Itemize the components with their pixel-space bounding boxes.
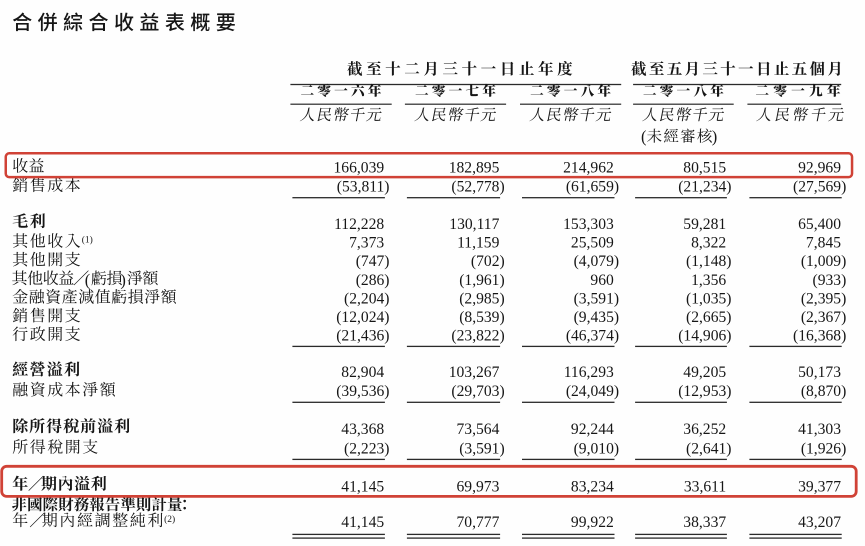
svg-text:(16,368): (16,368) <box>793 328 846 345</box>
svg-text:(1): (1) <box>82 235 93 246</box>
svg-text:80,515: 80,515 <box>683 159 726 176</box>
svg-text:36,252: 36,252 <box>683 421 726 438</box>
svg-text:(2): (2) <box>164 514 175 525</box>
svg-text:59,281: 59,281 <box>683 216 726 233</box>
svg-text:39,377: 39,377 <box>798 478 841 495</box>
svg-text:(1,961): (1,961) <box>459 272 504 289</box>
svg-text:(12,953): (12,953) <box>678 383 731 400</box>
svg-text:(14,906): (14,906) <box>678 328 731 345</box>
svg-text:65,400: 65,400 <box>798 216 841 233</box>
svg-text:41,145: 41,145 <box>341 478 384 495</box>
svg-text:103,267: 103,267 <box>449 364 500 381</box>
svg-text:73,564: 73,564 <box>457 421 500 438</box>
svg-text:70,777: 70,777 <box>457 514 500 531</box>
svg-text:(9,435): (9,435) <box>574 309 619 326</box>
svg-text:(46,374): (46,374) <box>566 328 619 345</box>
svg-text:33,611: 33,611 <box>684 478 726 495</box>
svg-text:(21,436): (21,436) <box>336 328 389 345</box>
svg-text:): ) <box>712 127 718 146</box>
svg-text:960: 960 <box>590 272 614 289</box>
svg-text:(2,665): (2,665) <box>686 309 731 326</box>
svg-text:38,337: 38,337 <box>683 514 726 531</box>
svg-text:(52,778): (52,778) <box>451 179 504 196</box>
svg-text:(286): (286) <box>356 272 390 289</box>
svg-text:92,969: 92,969 <box>798 159 841 176</box>
svg-text:7,373: 7,373 <box>349 235 384 252</box>
svg-text:(24,049): (24,049) <box>566 383 619 400</box>
svg-text:214,962: 214,962 <box>563 159 614 176</box>
svg-text:99,922: 99,922 <box>571 514 614 531</box>
svg-text:(9,010): (9,010) <box>574 441 619 458</box>
svg-text:7,845: 7,845 <box>806 235 841 252</box>
svg-text:(2,367): (2,367) <box>801 309 846 326</box>
svg-text:(53,811): (53,811) <box>337 179 390 196</box>
svg-text:92,244: 92,244 <box>571 421 614 438</box>
svg-text:83,234: 83,234 <box>571 478 614 495</box>
svg-text:(702): (702) <box>471 253 505 270</box>
svg-text:(39,536): (39,536) <box>336 383 389 400</box>
svg-text:1,356: 1,356 <box>691 272 726 289</box>
svg-text:25,509: 25,509 <box>571 235 614 252</box>
svg-text:): ) <box>120 270 126 289</box>
svg-text:11,159: 11,159 <box>457 235 500 252</box>
svg-text:182,895: 182,895 <box>449 159 500 176</box>
svg-text:41,145: 41,145 <box>341 514 384 531</box>
svg-text:(2,985): (2,985) <box>459 290 504 307</box>
svg-text:(1,035): (1,035) <box>686 290 731 307</box>
svg-text:(747): (747) <box>356 253 390 270</box>
svg-text:(2,204): (2,204) <box>344 290 389 307</box>
svg-text:(21,234): (21,234) <box>678 179 731 196</box>
svg-text:(1,926): (1,926) <box>801 441 846 458</box>
svg-text:(4,079): (4,079) <box>574 253 619 270</box>
svg-text:(1,148): (1,148) <box>686 253 731 270</box>
svg-text:8,322: 8,322 <box>691 235 726 252</box>
svg-text:(2,223): (2,223) <box>344 441 389 458</box>
svg-text:49,205: 49,205 <box>683 364 726 381</box>
svg-text:41,303: 41,303 <box>798 421 841 438</box>
svg-text:69,973: 69,973 <box>457 478 500 495</box>
svg-text:153,303: 153,303 <box>563 216 614 233</box>
svg-text:(27,569): (27,569) <box>793 179 846 196</box>
svg-text:(23,822): (23,822) <box>451 328 504 345</box>
svg-text:(2,395): (2,395) <box>801 290 846 307</box>
svg-text:43,207: 43,207 <box>798 514 841 531</box>
svg-text:(3,591): (3,591) <box>574 290 619 307</box>
svg-text:50,173: 50,173 <box>798 364 841 381</box>
svg-text:(29,703): (29,703) <box>451 383 504 400</box>
svg-text:(933): (933) <box>813 272 847 289</box>
svg-text:(3,591): (3,591) <box>459 441 504 458</box>
svg-text:(8,870): (8,870) <box>801 383 846 400</box>
svg-text:112,228: 112,228 <box>334 216 384 233</box>
svg-text:43,368: 43,368 <box>341 421 384 438</box>
svg-text:(2,641): (2,641) <box>686 441 731 458</box>
svg-text:(1,009): (1,009) <box>801 253 846 270</box>
svg-text:(61,659): (61,659) <box>566 179 619 196</box>
svg-text:166,039: 166,039 <box>334 159 385 176</box>
svg-text:(: ( <box>85 270 91 289</box>
svg-text:(8,539): (8,539) <box>459 309 504 326</box>
svg-text:116,293: 116,293 <box>564 364 614 381</box>
svg-text:(: ( <box>641 127 647 146</box>
svg-text:130,117: 130,117 <box>449 216 499 233</box>
svg-text:82,904: 82,904 <box>341 364 384 381</box>
svg-text:(12,024): (12,024) <box>336 309 389 326</box>
